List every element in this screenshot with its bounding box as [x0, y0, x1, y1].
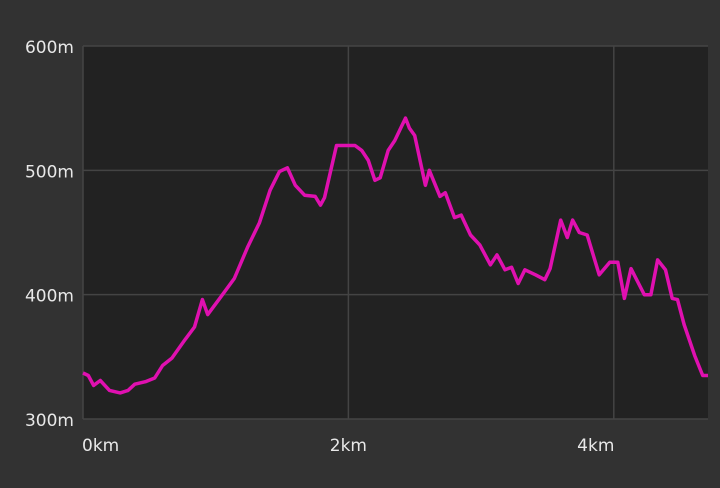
- elevation-line: [82, 116, 708, 395]
- plot-area: [83, 46, 708, 419]
- y-tick-label: 600m: [25, 38, 74, 58]
- x-tick-label: 0km: [82, 436, 119, 456]
- y-tick-label: 300m: [25, 411, 74, 431]
- y-tick-label: 400m: [25, 287, 74, 307]
- x-tick-label: 2km: [330, 436, 367, 456]
- y-tick-label: 500m: [25, 162, 74, 182]
- x-tick-label: 4km: [577, 436, 614, 456]
